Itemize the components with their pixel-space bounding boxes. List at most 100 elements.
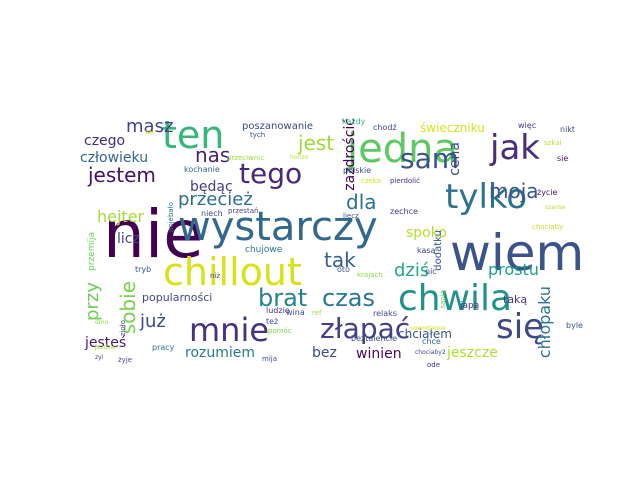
- word: szkai: [544, 139, 562, 147]
- word: licz: [117, 231, 140, 247]
- word: chciałem: [398, 327, 452, 341]
- word: się: [496, 307, 545, 347]
- word: chociaby2: [415, 349, 446, 356]
- word: niż: [210, 272, 221, 280]
- word: powodzenie: [410, 325, 446, 332]
- word: taką: [503, 293, 528, 306]
- word: liecz: [343, 212, 359, 220]
- word: pracy: [152, 343, 175, 352]
- word: zat: [145, 129, 155, 136]
- word: ode: [427, 361, 441, 369]
- word: rozumiem: [185, 345, 256, 361]
- word: dodatku: [433, 230, 444, 271]
- word: chce: [422, 337, 441, 346]
- word: mija: [262, 355, 277, 363]
- word: tak: [324, 248, 356, 272]
- word: będąc: [190, 179, 233, 195]
- word: przeciwnic: [227, 154, 265, 162]
- word: złapać: [320, 312, 411, 345]
- word: krajach: [357, 271, 383, 279]
- word: polskie: [343, 166, 372, 175]
- word: ten: [162, 113, 225, 157]
- word: przy: [82, 282, 103, 321]
- word: pomóc: [268, 327, 292, 335]
- word: zazdrościć: [342, 118, 358, 191]
- word: kasa: [417, 246, 436, 255]
- word: człowieku: [80, 150, 149, 166]
- word: nic: [425, 267, 437, 276]
- word: winien: [356, 346, 402, 362]
- word: chodź: [373, 123, 397, 132]
- word: wina: [286, 308, 305, 317]
- word: ludzie: [266, 306, 290, 315]
- word: horizo: [290, 154, 309, 161]
- word: popularności: [142, 291, 213, 304]
- word: sie: [557, 154, 569, 163]
- word: masz: [126, 116, 174, 137]
- word: już: [140, 311, 166, 332]
- word: chujowe: [245, 245, 283, 255]
- word: tryb: [135, 265, 152, 274]
- word: żyje: [118, 356, 133, 364]
- word: jak: [490, 128, 540, 168]
- word: czas: [322, 284, 376, 312]
- word: każdy: [342, 117, 366, 126]
- word: czego: [84, 133, 126, 149]
- word: jest: [298, 131, 335, 155]
- word: szanse: [545, 204, 566, 211]
- word: przemija: [87, 232, 97, 271]
- word: tych: [250, 131, 266, 139]
- word: byle: [566, 321, 583, 330]
- word: pierdolić: [390, 177, 420, 185]
- word: przecież: [178, 189, 253, 210]
- word: sam: [400, 142, 460, 175]
- word: jeździe: [95, 344, 116, 351]
- word: brat: [258, 284, 308, 312]
- word: zechce: [390, 207, 418, 216]
- word: chłopaku: [535, 286, 554, 359]
- word: spoko: [406, 225, 447, 241]
- word: świeczniku: [420, 121, 485, 135]
- word: czeka: [361, 177, 382, 185]
- word: przestań: [228, 207, 259, 215]
- word: mnie: [189, 311, 270, 349]
- word: pojebało: [167, 202, 175, 232]
- word: ref: [312, 309, 322, 317]
- word: tego: [239, 157, 303, 190]
- word: moja: [489, 179, 539, 203]
- word: wystarczy: [178, 204, 378, 250]
- word: wiem: [450, 224, 585, 282]
- word: tylko: [445, 177, 528, 217]
- word: zioło: [119, 320, 127, 337]
- word: jeszcze: [447, 345, 498, 361]
- word: jedna: [347, 126, 458, 172]
- word: chillout: [163, 250, 302, 294]
- word: beztalencie: [351, 334, 397, 343]
- word: niech: [201, 209, 223, 218]
- word: dmo: [95, 319, 109, 326]
- word: jesteś: [85, 335, 127, 351]
- word: chwila: [398, 278, 513, 319]
- word: nie: [103, 196, 204, 273]
- word: hejter: [97, 207, 145, 226]
- word: życie: [537, 188, 558, 197]
- word: bez: [312, 345, 337, 361]
- word: sapią: [439, 290, 447, 309]
- word: japą: [460, 301, 480, 311]
- word: dla: [346, 190, 377, 214]
- word: oto: [337, 265, 350, 274]
- word: też: [266, 317, 279, 326]
- word: zyi: [95, 354, 104, 361]
- word: nikt: [560, 125, 576, 134]
- word: dziś: [394, 260, 430, 281]
- word: nas: [195, 143, 231, 167]
- word: kochanie: [184, 165, 220, 174]
- word: jestem: [88, 163, 156, 187]
- word: poszanowanie: [242, 121, 314, 132]
- word: prostu: [488, 260, 539, 279]
- word: relaks: [373, 309, 397, 318]
- word: cena: [447, 142, 463, 176]
- word: chociaby: [532, 223, 564, 231]
- word: więc: [518, 121, 537, 130]
